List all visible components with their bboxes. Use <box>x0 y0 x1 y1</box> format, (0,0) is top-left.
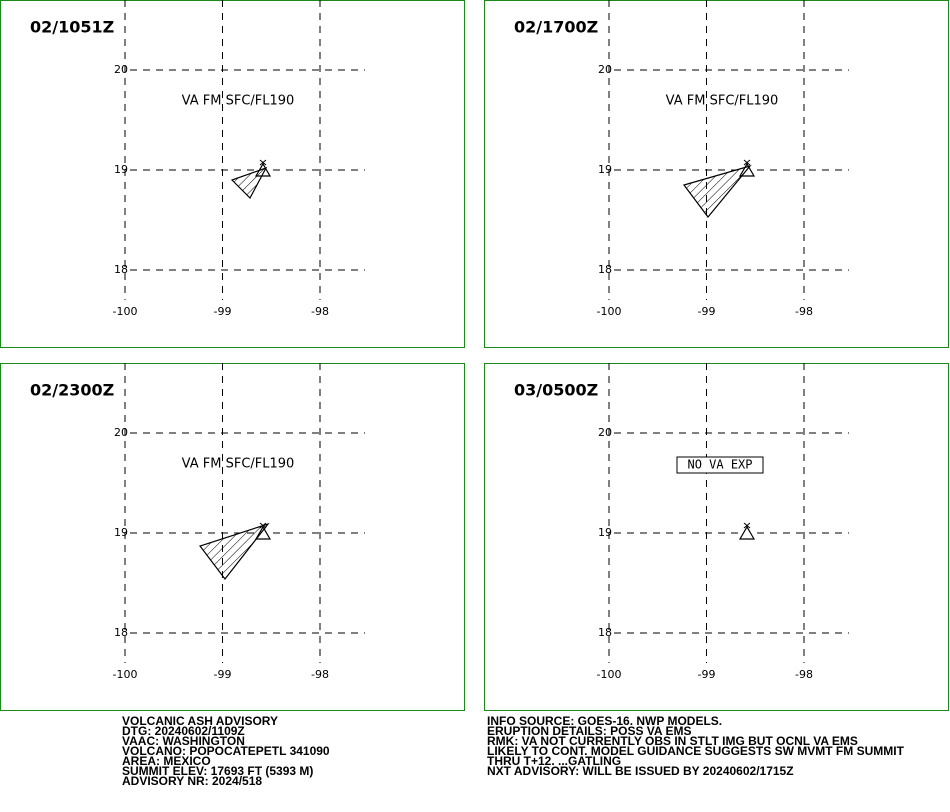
forecast-panel: -100 -99 -98 20 19 18 02/1051Z VA FM SFC/FL190 <box>0 0 465 348</box>
advisory-line: VOLCANO: POPOCATEPETL 341090 <box>122 744 330 758</box>
volcano-plume <box>259 159 267 166</box>
advisory-remark: INFO SOURCE: GOES-16. NWP MODELS. <box>487 714 722 728</box>
no-ash-label: NO VA EXP <box>687 458 752 472</box>
x-tick-label: -98 <box>795 668 813 681</box>
ash-level-label: VA FM SFC/FL190 <box>666 94 779 109</box>
forecast-panel: -100 -99 -98 20 19 18 03/0500Z NO VA EXP <box>484 363 949 711</box>
x-tick-label: -98 <box>795 305 813 318</box>
forecast-panel: -100 -99 -98 20 19 18 02/2300Z VA FM SFC/FL190 <box>0 363 465 711</box>
advisory-remark: THRU T+12. ...GATLING <box>487 754 621 768</box>
advisory-line: ADVISORY NR: 2024/518 <box>122 774 262 788</box>
x-tick-label: -99 <box>698 668 716 681</box>
advisory-line: SUMMIT ELEV: 17693 FT (5393 M) <box>122 764 313 778</box>
x-tick-label: -100 <box>597 305 622 318</box>
y-tick-label: 20 <box>598 63 612 76</box>
x-tick-label: -98 <box>311 305 329 318</box>
advisory-line: VAAC: WASHINGTON <box>122 734 245 748</box>
advisory-line: AREA: MEXICO <box>122 754 211 768</box>
panel-border <box>484 0 949 348</box>
y-tick-label: 20 <box>598 426 612 439</box>
y-tick-label: 19 <box>114 163 128 176</box>
y-tick-label: 20 <box>114 426 128 439</box>
x-tick-label: -100 <box>113 668 138 681</box>
x-tick-label: -98 <box>311 668 329 681</box>
x-tick-label: -100 <box>113 305 138 318</box>
advisory-remark: NXT ADVISORY: WILL BE ISSUED BY 20240602… <box>487 764 794 778</box>
y-tick-label: 18 <box>598 263 612 276</box>
advisory-remark: ERUPTION DETAILS: POSS VA EMS <box>487 724 691 738</box>
advisory-line: DTG: 20240602/1109Z <box>122 724 245 738</box>
label-box <box>676 456 764 474</box>
y-tick-label: 18 <box>114 263 128 276</box>
ash-level-label: VA FM SFC/FL190 <box>182 94 295 109</box>
valid-time: 02/1700Z <box>514 18 598 37</box>
x-tick-label: -99 <box>214 668 232 681</box>
y-tick-label: 19 <box>598 163 612 176</box>
panel-border <box>0 0 465 348</box>
y-tick-label: 19 <box>114 526 128 539</box>
ash-cloud <box>199 522 270 580</box>
y-tick-label: 18 <box>114 626 128 639</box>
x-tick-label: -100 <box>597 668 622 681</box>
x-tick-label: -99 <box>698 305 716 318</box>
forecast-panel: -100 -99 -98 20 19 18 02/1700Z VA FM SFC/FL190 <box>484 0 949 348</box>
panel-border <box>484 363 949 711</box>
ash-cloud <box>230 166 268 199</box>
valid-time: 02/1051Z <box>30 18 114 37</box>
ash-cloud <box>682 164 752 218</box>
valid-time: 03/0500Z <box>514 381 598 400</box>
ash-level-label: VA FM SFC/FL190 <box>182 457 295 472</box>
advisory-line: VOLCANIC ASH ADVISORY <box>122 714 278 728</box>
y-tick-label: 20 <box>114 63 128 76</box>
volcano-plume <box>743 522 751 529</box>
volcano-plume <box>743 159 751 166</box>
y-tick-label: 19 <box>598 526 612 539</box>
panel-border <box>0 363 465 711</box>
volcano-symbol <box>738 525 756 540</box>
y-tick-label: 18 <box>598 626 612 639</box>
advisory-remark: RMK: VA NOT CURRENTLY OBS IN STLT IMG BU… <box>487 734 858 748</box>
advisory-remark: LIKELY TO CONT. MODEL GUIDANCE SUGGESTS … <box>487 744 905 758</box>
x-tick-label: -99 <box>214 305 232 318</box>
valid-time: 02/2300Z <box>30 381 114 400</box>
